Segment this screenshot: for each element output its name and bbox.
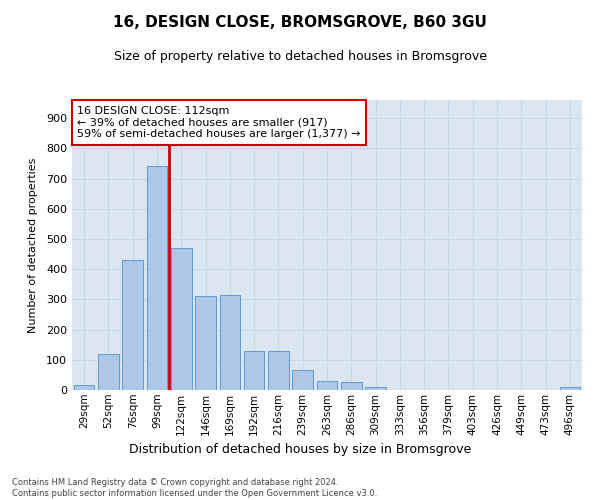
Bar bbox=[292, 370, 313, 390]
Y-axis label: Number of detached properties: Number of detached properties bbox=[28, 158, 38, 332]
Bar bbox=[171, 248, 191, 390]
Bar bbox=[122, 260, 143, 390]
Bar bbox=[195, 296, 216, 390]
Bar bbox=[341, 382, 362, 390]
Bar bbox=[98, 354, 119, 390]
Bar bbox=[317, 381, 337, 390]
Bar bbox=[74, 386, 94, 390]
Text: Contains HM Land Registry data © Crown copyright and database right 2024.
Contai: Contains HM Land Registry data © Crown c… bbox=[12, 478, 377, 498]
Bar bbox=[220, 295, 240, 390]
Bar bbox=[268, 350, 289, 390]
Bar bbox=[365, 387, 386, 390]
Text: 16 DESIGN CLOSE: 112sqm
← 39% of detached houses are smaller (917)
59% of semi-d: 16 DESIGN CLOSE: 112sqm ← 39% of detache… bbox=[77, 106, 361, 139]
Bar bbox=[146, 166, 167, 390]
Text: Size of property relative to detached houses in Bromsgrove: Size of property relative to detached ho… bbox=[113, 50, 487, 63]
Text: Distribution of detached houses by size in Bromsgrove: Distribution of detached houses by size … bbox=[129, 444, 471, 456]
Bar bbox=[244, 350, 265, 390]
Text: 16, DESIGN CLOSE, BROMSGROVE, B60 3GU: 16, DESIGN CLOSE, BROMSGROVE, B60 3GU bbox=[113, 15, 487, 30]
Bar bbox=[560, 387, 580, 390]
